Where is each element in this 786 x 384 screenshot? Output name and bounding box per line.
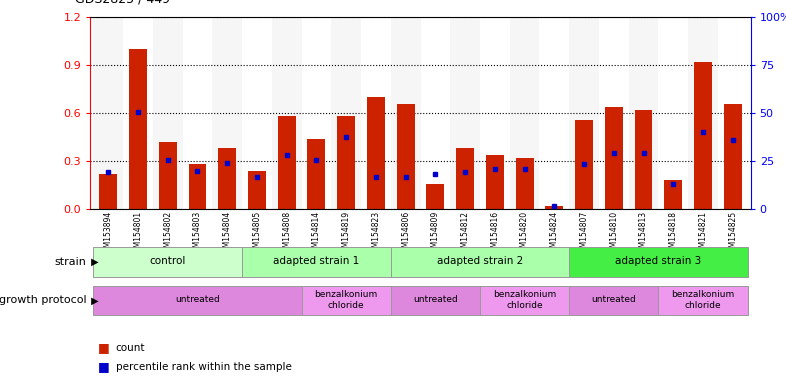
Bar bbox=[189, 164, 207, 209]
Bar bbox=[569, 247, 747, 277]
Bar bbox=[664, 180, 682, 209]
Bar bbox=[391, 286, 480, 315]
Bar bbox=[159, 142, 177, 209]
Text: GDS2825 / 449: GDS2825 / 449 bbox=[75, 0, 170, 6]
Bar bbox=[307, 139, 325, 209]
Text: control: control bbox=[149, 257, 186, 266]
Bar bbox=[212, 17, 242, 209]
Bar bbox=[724, 104, 742, 209]
Bar bbox=[397, 104, 414, 209]
Text: untreated: untreated bbox=[413, 295, 457, 305]
Bar bbox=[242, 247, 391, 277]
Bar bbox=[486, 155, 504, 209]
Bar bbox=[152, 17, 182, 209]
Text: adapted strain 3: adapted strain 3 bbox=[615, 257, 702, 266]
Bar bbox=[94, 247, 242, 277]
Bar bbox=[629, 17, 659, 209]
Bar bbox=[659, 286, 747, 315]
Bar bbox=[456, 149, 474, 209]
Bar bbox=[99, 174, 117, 209]
Bar bbox=[94, 286, 302, 315]
Bar bbox=[94, 17, 123, 209]
Text: ■: ■ bbox=[98, 360, 110, 373]
Bar bbox=[545, 206, 564, 209]
Text: ▶: ▶ bbox=[88, 257, 99, 267]
Bar bbox=[277, 116, 296, 209]
Bar bbox=[337, 116, 355, 209]
Bar bbox=[689, 17, 718, 209]
Bar bbox=[331, 17, 361, 209]
Bar bbox=[367, 97, 385, 209]
Bar bbox=[480, 286, 569, 315]
Text: benzalkonium
chloride: benzalkonium chloride bbox=[314, 290, 378, 310]
Bar bbox=[634, 110, 652, 209]
Bar bbox=[219, 149, 236, 209]
Text: growth protocol: growth protocol bbox=[0, 295, 86, 306]
Text: strain: strain bbox=[54, 257, 86, 267]
Bar bbox=[694, 62, 712, 209]
Text: adapted strain 1: adapted strain 1 bbox=[274, 257, 359, 266]
Text: benzalkonium
chloride: benzalkonium chloride bbox=[493, 290, 556, 310]
Bar bbox=[427, 184, 444, 209]
Bar bbox=[569, 17, 599, 209]
Text: ■: ■ bbox=[98, 341, 110, 354]
Bar bbox=[575, 120, 593, 209]
Bar bbox=[510, 17, 539, 209]
Bar bbox=[605, 107, 623, 209]
Bar bbox=[272, 17, 302, 209]
Text: untreated: untreated bbox=[175, 295, 220, 305]
Bar bbox=[450, 17, 480, 209]
Bar bbox=[569, 286, 659, 315]
Text: benzalkonium
chloride: benzalkonium chloride bbox=[671, 290, 735, 310]
Bar bbox=[129, 49, 147, 209]
Text: ▶: ▶ bbox=[88, 295, 99, 306]
Bar bbox=[391, 17, 421, 209]
Bar bbox=[248, 171, 266, 209]
Bar bbox=[391, 247, 569, 277]
Bar bbox=[516, 158, 534, 209]
Text: count: count bbox=[116, 343, 145, 353]
Bar bbox=[302, 286, 391, 315]
Text: adapted strain 2: adapted strain 2 bbox=[437, 257, 523, 266]
Text: percentile rank within the sample: percentile rank within the sample bbox=[116, 362, 292, 372]
Text: untreated: untreated bbox=[591, 295, 636, 305]
